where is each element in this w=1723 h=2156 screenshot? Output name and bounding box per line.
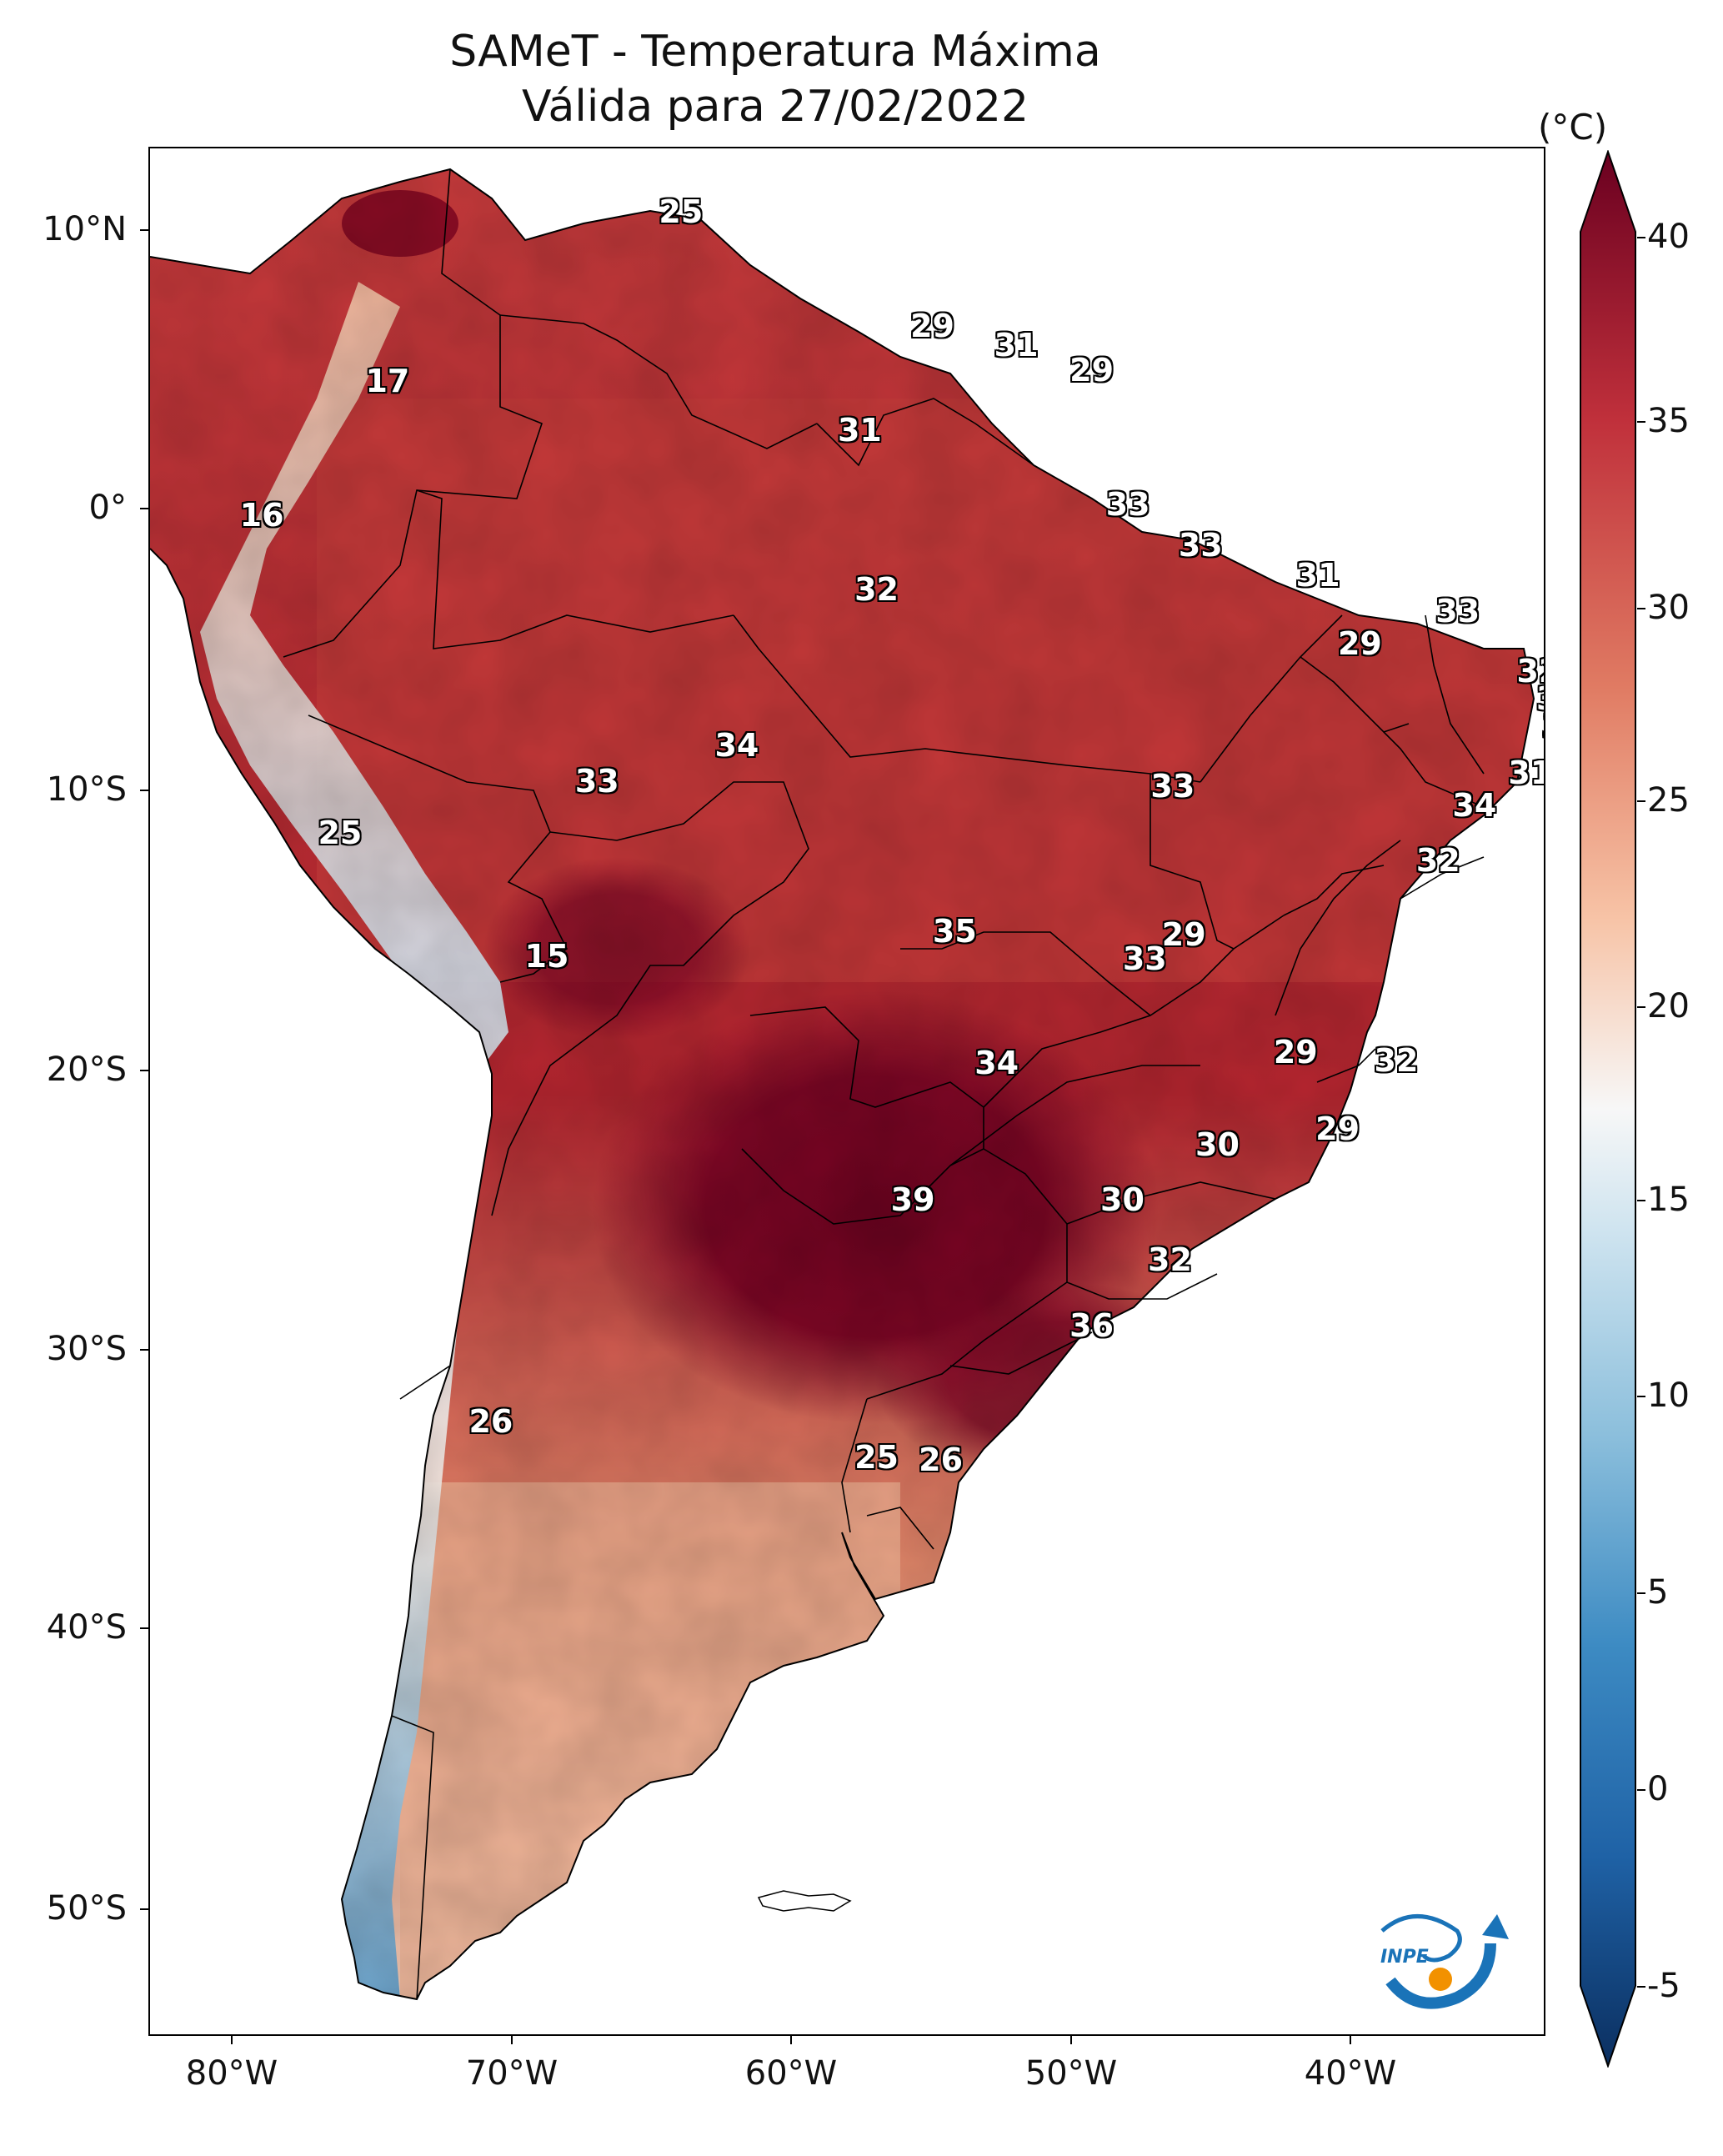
temperature-label: 32 [1148, 1241, 1192, 1279]
temperature-label: 15 [524, 937, 569, 975]
temperature-label: 29 [1161, 915, 1206, 953]
temperature-label: 33 [1178, 527, 1223, 564]
temperature-label: 17 [365, 363, 410, 400]
x-tick-label: 80°W [185, 2054, 278, 2093]
temperature-label: 29 [910, 308, 954, 345]
temperature-label: 26 [468, 1403, 513, 1441]
temperature-label: 30 [1195, 1126, 1240, 1164]
map-frame: 2529312917311633333132332932313234333331… [148, 147, 1545, 2036]
map-title: SAMeT - Temperatura Máxima [449, 27, 1101, 77]
map-canvas [150, 168, 1535, 2001]
y-tick-label: 50°S [46, 1889, 127, 1928]
temperature-label: 29 [1069, 352, 1114, 389]
temperature-label: 32 [1516, 653, 1544, 690]
temperature-label: 35 [932, 913, 977, 950]
temperature-label: 32 [854, 570, 899, 608]
x-tick-label: 50°W [1024, 2054, 1118, 2093]
colorbar-tick: 40 [1647, 218, 1690, 256]
temperature-label: 39 [890, 1181, 935, 1219]
colorbar-tick: 30 [1647, 589, 1690, 627]
logo-text: INPE [1380, 1947, 1429, 1968]
colorbar-tick: 25 [1647, 781, 1690, 820]
temperature-label: 16 [239, 497, 284, 534]
temperature-label: 34 [1452, 787, 1497, 825]
borders [283, 168, 1485, 2000]
temperature-label: 25 [659, 193, 704, 230]
colorbar-tick: 20 [1647, 987, 1690, 1025]
temperature-label: 31 [994, 327, 1039, 364]
colorbar-tick: 5 [1647, 1573, 1669, 1612]
y-tick-label: 40°S [46, 1608, 127, 1647]
x-tick-label: 70°W [465, 2054, 558, 2093]
temperature-label: 33 [1435, 593, 1480, 629]
temperature-label: 34 [974, 1044, 1019, 1081]
temperature-label: 25 [854, 1438, 899, 1476]
temperature-label: 33 [1122, 940, 1167, 978]
temperature-label: 36 [1069, 1307, 1114, 1345]
colorbar-tick: 15 [1647, 1181, 1690, 1219]
inpe-logo: INPE [1380, 1914, 1509, 2009]
temperature-label: 31 [1536, 680, 1544, 717]
temperature-label: 31 [1508, 754, 1544, 791]
y-tick-label: 10°S [46, 770, 127, 809]
temperature-label: 30 [1100, 1181, 1144, 1219]
colorbar [1580, 150, 1636, 2068]
temperature-label: 29 [1337, 625, 1382, 663]
temperature-label: 26 [919, 1442, 964, 1479]
temperature-label: 31 [837, 412, 882, 449]
temperature-label: 32 [1542, 708, 1544, 745]
x-tick-label: 40°W [1304, 2054, 1397, 2093]
temperature-label: 33 [1105, 485, 1150, 523]
map-subtitle: Válida para 27/02/2022 [521, 82, 1029, 132]
colorbar-tick: 35 [1647, 402, 1690, 440]
colorbar-unit: (°C) [1538, 107, 1608, 148]
temperature-label: 25 [318, 815, 363, 851]
coastline [150, 168, 1535, 2001]
y-tick-label: 10°N [43, 210, 127, 248]
colorbar-tick: -5 [1647, 1967, 1680, 2005]
y-tick-label: 30°S [46, 1330, 127, 1368]
temperature-label: 33 [1150, 768, 1195, 805]
colorbar-tick: 0 [1647, 1770, 1669, 1808]
temperature-label: 29 [1315, 1110, 1360, 1147]
temperature-label: 32 [1374, 1041, 1419, 1079]
y-tick-label: 20°S [46, 1050, 127, 1089]
temperature-label: 29 [1273, 1033, 1318, 1070]
temperature-label: 32 [1415, 841, 1460, 879]
temperature-label: 31 [1295, 557, 1340, 594]
falkland-islands [757, 1890, 852, 1912]
temperature-label: 34 [714, 726, 759, 764]
y-tick-label: 0° [88, 489, 127, 527]
colorbar-tick: 10 [1647, 1376, 1690, 1415]
x-tick-label: 60°W [744, 2054, 838, 2093]
temperature-label: 33 [574, 762, 619, 800]
